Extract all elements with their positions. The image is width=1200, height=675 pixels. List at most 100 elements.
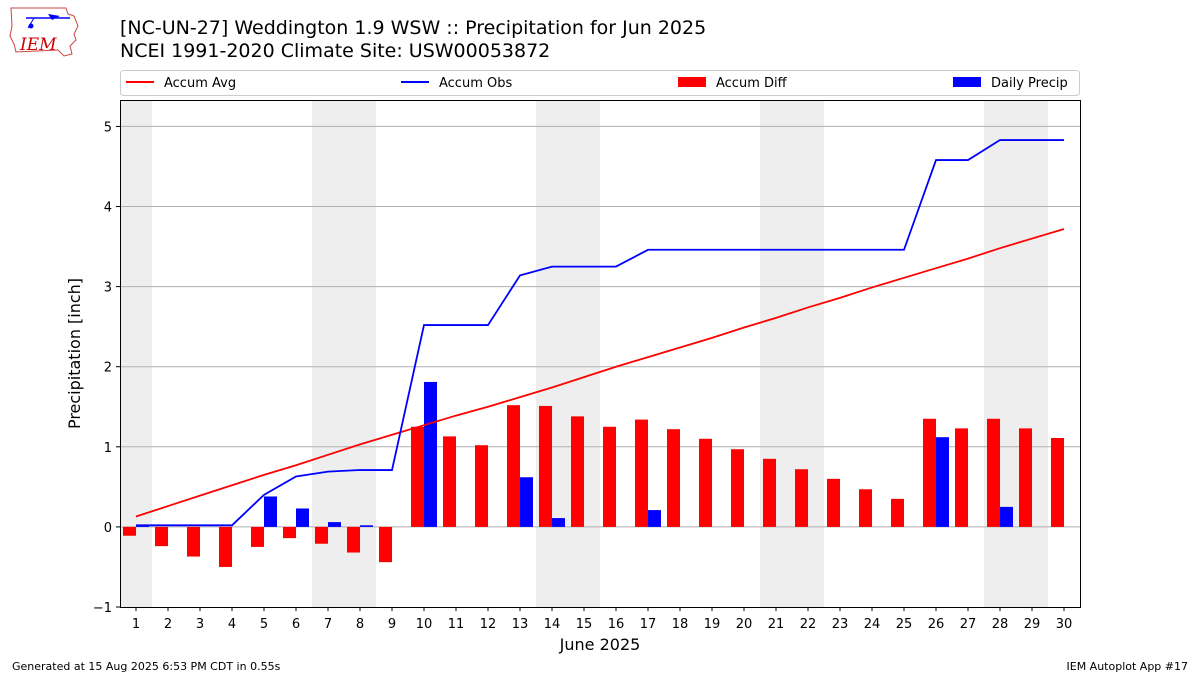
x-tick-label-20: 20 xyxy=(736,617,753,632)
x-tick-label-23: 23 xyxy=(832,617,849,632)
weekend-band-21 xyxy=(760,100,792,607)
x-tick-label-3: 3 xyxy=(196,617,204,632)
accum-diff-bar-15 xyxy=(571,416,584,527)
plot-frame xyxy=(120,100,1081,608)
accum-diff-bar-12 xyxy=(475,445,488,527)
weekend-band-29 xyxy=(1016,100,1048,607)
x-tick-label-27: 27 xyxy=(960,617,977,632)
x-tick-label-13: 13 xyxy=(512,617,529,632)
x-tick-label-7: 7 xyxy=(324,617,332,632)
y-tick-label-5: 5 xyxy=(104,120,112,135)
x-tick-label-12: 12 xyxy=(480,617,497,632)
legend-accum-diff-label: Accum Diff xyxy=(716,76,788,91)
x-tick-label-17: 17 xyxy=(640,617,657,632)
accum-obs-line xyxy=(136,139,1064,527)
y-tick-label-0: 0 xyxy=(104,521,112,536)
y-axis-label: Precipitation [inch] xyxy=(65,278,84,429)
accum-diff-bar-30 xyxy=(1051,438,1064,527)
accum-diff-bar-11 xyxy=(443,436,456,527)
x-tick-label-2: 2 xyxy=(164,617,172,632)
x-tick-label-15: 15 xyxy=(576,617,593,632)
x-tick-label-10: 10 xyxy=(416,617,433,632)
x-tick-label-9: 9 xyxy=(388,617,396,632)
accum-diff-bar-23 xyxy=(827,478,840,527)
logo-text: IEM xyxy=(19,35,57,55)
accum-diff-bar-26 xyxy=(923,418,936,527)
axes: 1 2 3 4 5 6 7 8 9 10 11 12 13 14 15 16 17 18 19 20 21 22 23 24 2… xyxy=(65,120,1072,654)
accum-avg-line xyxy=(135,228,1065,518)
weekend-band-8 xyxy=(344,100,376,607)
x-tick-label-1: 1 xyxy=(132,617,140,632)
accum-diff-bar-20 xyxy=(731,449,744,527)
daily-precip-bar-7 xyxy=(328,522,341,527)
accum-diff-bar-17 xyxy=(635,419,648,527)
weekend-band-14 xyxy=(536,100,568,607)
legend-daily-precip-label: Daily Precip xyxy=(991,76,1068,91)
daily-precip-bar-6 xyxy=(296,508,309,527)
daily-precip-bar-28 xyxy=(1000,506,1013,527)
x-tick-label-30: 30 xyxy=(1056,617,1073,632)
weekend-band-28 xyxy=(984,100,1016,607)
weekend-band-22 xyxy=(792,100,824,607)
bars xyxy=(123,381,1064,567)
accum-diff-bar-13 xyxy=(507,405,520,527)
daily-precip-bar-26 xyxy=(936,437,949,527)
x-tick-label-6: 6 xyxy=(292,617,300,632)
weekend-band-1 xyxy=(120,100,152,607)
generated-note: Generated at 15 Aug 2025 6:53 PM CDT in … xyxy=(12,660,281,673)
x-tick-label-16: 16 xyxy=(608,617,625,632)
legend-box xyxy=(120,70,1080,96)
y-tick-label-2: 2 xyxy=(104,361,112,376)
x-tick-label-4: 4 xyxy=(228,617,236,632)
accum-diff-bar-8 xyxy=(347,526,360,553)
x-tick-label-22: 22 xyxy=(800,617,817,632)
legend-accum-avg-label: Accum Avg xyxy=(164,76,236,91)
legend: Accum Avg Accum Obs Accum Diff Daily Precip xyxy=(120,70,1080,96)
x-axis-label: June 2025 xyxy=(559,635,641,654)
accum-diff-bar-9 xyxy=(379,526,392,563)
daily-precip-bar-13 xyxy=(520,477,533,527)
accum-diff-bar-6 xyxy=(283,526,296,539)
x-tick-label-24: 24 xyxy=(864,617,881,632)
y-tick-label-3: 3 xyxy=(104,281,112,296)
legend-accum-obs-label: Accum Obs xyxy=(439,76,512,91)
accum-diff-bar-29 xyxy=(1019,428,1032,527)
accum-diff-bar-25 xyxy=(891,498,904,527)
accum-diff-bar-5 xyxy=(251,526,264,547)
accum-diff-bar-10 xyxy=(411,426,424,527)
accum-diff-bar-19 xyxy=(699,438,712,527)
weekend-band-15 xyxy=(568,100,600,607)
daily-precip-bar-8 xyxy=(360,525,373,527)
accum-diff-bar-28 xyxy=(987,418,1000,527)
daily-precip-bar-17 xyxy=(648,510,661,527)
accum-diff-bar-21 xyxy=(763,458,776,527)
daily-precip-bar-10 xyxy=(424,381,437,527)
iem-logo: IEM xyxy=(8,6,82,62)
legend-daily-precip-swatch xyxy=(953,77,981,87)
x-tick-label-21: 21 xyxy=(768,617,785,632)
x-tick-label-29: 29 xyxy=(1024,617,1041,632)
x-tick-label-18: 18 xyxy=(672,617,689,632)
accum-diff-bar-1 xyxy=(123,526,136,536)
x-tick-label-5: 5 xyxy=(260,617,268,632)
x-tick-label-11: 11 xyxy=(448,617,465,632)
accum-diff-bar-24 xyxy=(859,489,872,527)
y-tick-label-1: 1 xyxy=(104,441,112,456)
x-tick-label-25: 25 xyxy=(896,617,913,632)
app-label: IEM Autoplot App #17 xyxy=(1066,660,1189,673)
lines xyxy=(135,139,1065,527)
x-tick-label-19: 19 xyxy=(704,617,721,632)
y-tick-label--1: −1 xyxy=(93,601,112,616)
x-tick-label-26: 26 xyxy=(928,617,945,632)
accum-diff-bar-16 xyxy=(603,426,616,527)
chart-subtitle: NCEI 1991-2020 Climate Site: USW00053872 xyxy=(120,40,551,62)
accum-diff-bar-3 xyxy=(187,526,200,557)
accum-diff-bar-14 xyxy=(539,405,552,527)
accum-diff-bar-7 xyxy=(315,526,328,544)
accum-diff-bar-4 xyxy=(219,526,232,567)
legend-accum-diff-swatch xyxy=(678,77,706,87)
x-tick-label-8: 8 xyxy=(356,617,364,632)
daily-precip-bar-14 xyxy=(552,518,565,527)
accum-diff-bar-18 xyxy=(667,429,680,527)
